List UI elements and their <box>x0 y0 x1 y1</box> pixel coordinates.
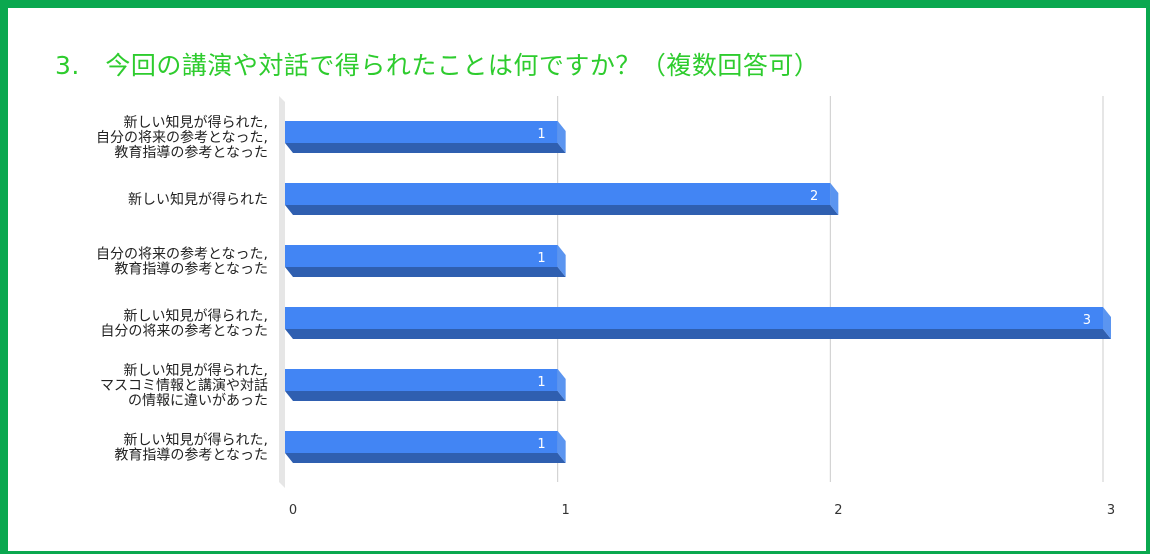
chart-title: 3. 今回の講演や対話で得られたことは何ですか？（複数回答可） <box>55 51 820 80</box>
bar-bottom-face <box>285 143 566 153</box>
bar-value-label: 2 <box>810 189 818 204</box>
x-tick-label: 2 <box>834 503 842 518</box>
bar-bottom-face <box>285 205 839 215</box>
bar-front-face <box>285 245 558 267</box>
bar: 1 <box>285 245 566 277</box>
x-tick-label: 3 <box>1107 503 1115 518</box>
gridlines <box>557 96 1104 482</box>
bar: 1 <box>285 431 566 463</box>
category-label: 新しい知見が得られた,自分の将来の参考となった,教育指導の参考となった <box>96 114 268 161</box>
category-label-line: 自分の将来の参考となった <box>100 323 268 340</box>
category-label-line: 教育指導の参考となった <box>114 144 268 161</box>
bar-value-label: 3 <box>1083 313 1091 328</box>
bar-end-face <box>1103 307 1111 339</box>
bar-bottom-face <box>285 329 1111 339</box>
bar-end-face <box>557 245 566 277</box>
category-label-line: 新しい知見が得られた, <box>124 362 268 379</box>
bar-value-label: 1 <box>537 127 545 142</box>
bars: 1 2 1 3 1 1 <box>285 121 1111 463</box>
bar-value-label: 1 <box>537 251 545 266</box>
category-label: 新しい知見が得られた,マスコミ情報と講演や対話の情報に違いがあった <box>100 362 268 409</box>
category-label-line: 教育指導の参考となった <box>114 261 268 278</box>
category-labels: 新しい知見が得られた,自分の将来の参考となった,教育指導の参考となった新しい知見… <box>96 114 268 464</box>
category-label: 新しい知見が得られた,自分の将来の参考となった <box>100 308 268 340</box>
category-label-line: 新しい知見が得られた, <box>124 432 268 449</box>
bar-end-face <box>557 121 566 153</box>
chart-floor <box>279 96 285 488</box>
bar-front-face <box>285 183 831 205</box>
bar-end-face <box>557 431 566 463</box>
x-tick-label: 0 <box>289 503 297 518</box>
bar-value-label: 1 <box>537 437 545 452</box>
bar-value-label: 1 <box>537 375 545 390</box>
bar-front-face <box>285 121 558 143</box>
category-label-line: 自分の将来の参考となった, <box>96 246 268 263</box>
bar: 1 <box>285 369 566 401</box>
bar-bottom-face <box>285 267 566 277</box>
bar-end-face <box>830 183 839 215</box>
chart-floor-panel <box>279 96 285 488</box>
category-label-line: 教育指導の参考となった <box>114 447 268 464</box>
category-label-line: 新しい知見が得られた, <box>124 308 268 325</box>
bar-bottom-face <box>285 391 566 401</box>
category-label-line: マスコミ情報と講演や対話 <box>100 377 268 394</box>
category-label-line: の情報に違いがあった <box>128 393 268 409</box>
x-axis-tick-labels: 0 1 2 3 <box>289 503 1115 518</box>
category-label-line: 新しい知見が得られた, <box>124 114 268 131</box>
bar-front-face <box>285 369 558 391</box>
category-label-line: 新しい知見が得られた <box>128 191 268 208</box>
x-tick-label: 1 <box>562 503 570 518</box>
bar-end-face <box>557 369 566 401</box>
category-label-line: 自分の将来の参考となった, <box>96 129 268 146</box>
bar: 1 <box>285 121 566 153</box>
category-label: 自分の将来の参考となった,教育指導の参考となった <box>96 246 268 278</box>
bar: 2 <box>285 183 839 215</box>
category-label: 新しい知見が得られた,教育指導の参考となった <box>114 432 268 464</box>
bar-bottom-face <box>285 453 566 463</box>
bar-front-face <box>285 307 1103 329</box>
bar: 3 <box>285 307 1111 339</box>
bar-front-face <box>285 431 558 453</box>
category-label: 新しい知見が得られた <box>128 191 268 208</box>
